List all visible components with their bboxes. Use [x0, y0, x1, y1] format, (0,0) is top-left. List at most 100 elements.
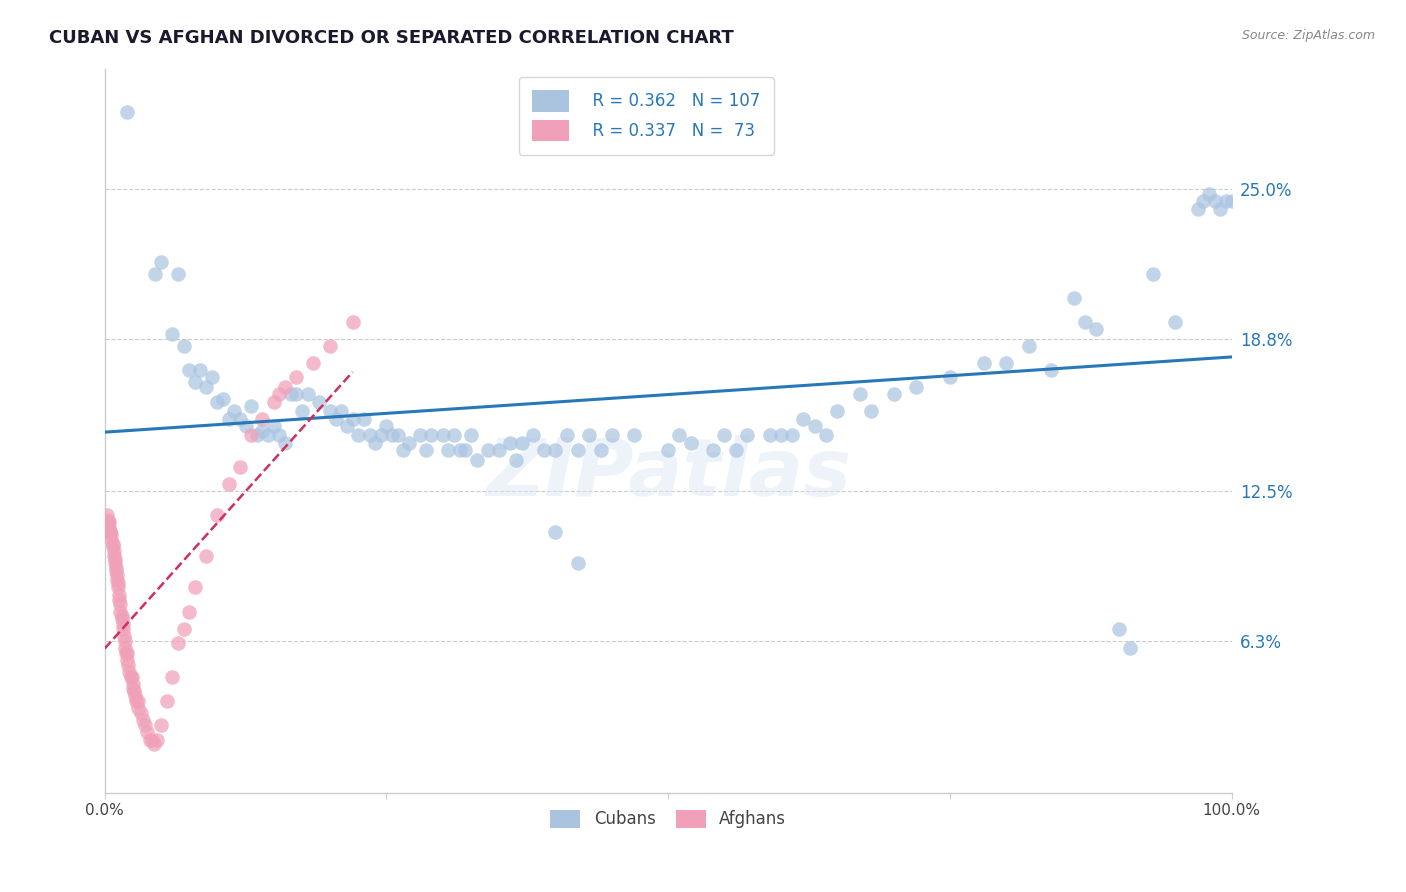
Point — [1108, 622, 1130, 636]
Point — [668, 428, 690, 442]
Point — [544, 442, 567, 457]
Point — [110, 605, 132, 619]
Point — [449, 442, 471, 457]
Point — [252, 411, 274, 425]
Point — [103, 549, 125, 563]
Point — [121, 670, 143, 684]
Point — [291, 404, 314, 418]
Point — [780, 428, 803, 442]
Point — [114, 633, 136, 648]
Point — [702, 442, 724, 457]
Point — [274, 435, 297, 450]
Point — [110, 598, 132, 612]
Point — [190, 363, 212, 377]
Point — [589, 442, 612, 457]
Point — [100, 527, 122, 541]
Point — [297, 387, 319, 401]
Point — [104, 561, 127, 575]
Point — [269, 387, 291, 401]
Point — [195, 380, 218, 394]
Point — [859, 404, 882, 418]
Point — [381, 428, 404, 442]
Point — [184, 581, 207, 595]
Point — [114, 640, 136, 655]
Point — [359, 428, 381, 442]
Point — [105, 568, 128, 582]
Point — [657, 442, 679, 457]
Point — [129, 706, 152, 720]
Point — [122, 684, 145, 698]
Point — [124, 689, 146, 703]
Point — [263, 394, 285, 409]
Point — [280, 387, 302, 401]
Point — [623, 428, 645, 442]
Point — [905, 380, 928, 394]
Point — [1119, 640, 1142, 655]
Point — [98, 516, 121, 530]
Point — [342, 411, 364, 425]
Point — [110, 612, 132, 626]
Point — [370, 428, 392, 442]
Point — [195, 549, 218, 563]
Point — [825, 404, 848, 418]
Point — [107, 575, 129, 590]
Point — [465, 452, 488, 467]
Point — [510, 435, 533, 450]
Point — [973, 356, 995, 370]
Point — [308, 394, 330, 409]
Point — [398, 435, 420, 450]
Point — [600, 428, 623, 442]
Point — [184, 376, 207, 390]
Point — [353, 411, 375, 425]
Point — [252, 424, 274, 438]
Text: CUBAN VS AFGHAN DIVORCED OR SEPARATED CORRELATION CHART: CUBAN VS AFGHAN DIVORCED OR SEPARATED CO… — [49, 29, 734, 46]
Legend: Cubans, Afghans: Cubans, Afghans — [544, 803, 793, 835]
Point — [108, 588, 131, 602]
Point — [724, 442, 747, 457]
Point — [156, 694, 179, 708]
Point — [105, 573, 128, 587]
Point — [240, 400, 263, 414]
Point — [112, 629, 135, 643]
Point — [1085, 322, 1108, 336]
Point — [939, 370, 962, 384]
Point — [387, 428, 409, 442]
Point — [995, 356, 1018, 370]
Point — [567, 442, 589, 457]
Point — [240, 428, 263, 442]
Point — [108, 592, 131, 607]
Point — [100, 532, 122, 546]
Point — [392, 442, 415, 457]
Point — [103, 544, 125, 558]
Point — [145, 732, 167, 747]
Point — [533, 442, 555, 457]
Point — [257, 428, 280, 442]
Point — [150, 254, 173, 268]
Point — [364, 435, 387, 450]
Point — [97, 516, 120, 530]
Point — [679, 435, 702, 450]
Point — [443, 428, 465, 442]
Point — [125, 694, 148, 708]
Point — [325, 411, 347, 425]
Point — [555, 428, 578, 442]
Point — [229, 459, 252, 474]
Point — [104, 557, 127, 571]
Point — [107, 581, 129, 595]
Point — [567, 557, 589, 571]
Point — [104, 551, 127, 566]
Point — [1187, 202, 1209, 216]
Point — [758, 428, 780, 442]
Point — [96, 508, 118, 522]
Point — [1204, 194, 1226, 209]
Point — [330, 404, 353, 418]
Point — [115, 105, 138, 120]
Point — [460, 428, 482, 442]
Point — [201, 370, 224, 384]
Point — [121, 681, 143, 696]
Point — [141, 732, 163, 747]
Point — [848, 387, 870, 401]
Text: Source: ZipAtlas.com: Source: ZipAtlas.com — [1241, 29, 1375, 42]
Point — [150, 718, 173, 732]
Point — [1220, 194, 1243, 209]
